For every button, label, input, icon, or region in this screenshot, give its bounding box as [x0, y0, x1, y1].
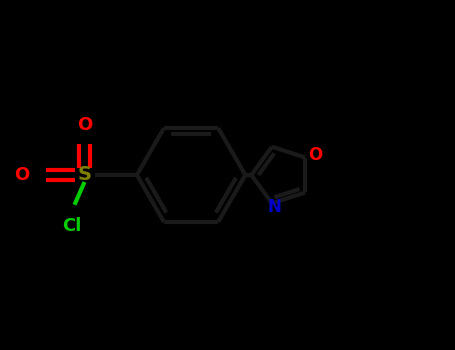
Text: O: O: [14, 166, 29, 184]
Text: S: S: [77, 166, 91, 184]
Text: Cl: Cl: [62, 217, 82, 236]
Text: N: N: [267, 198, 281, 216]
Text: O: O: [308, 146, 322, 164]
Text: O: O: [77, 116, 92, 134]
